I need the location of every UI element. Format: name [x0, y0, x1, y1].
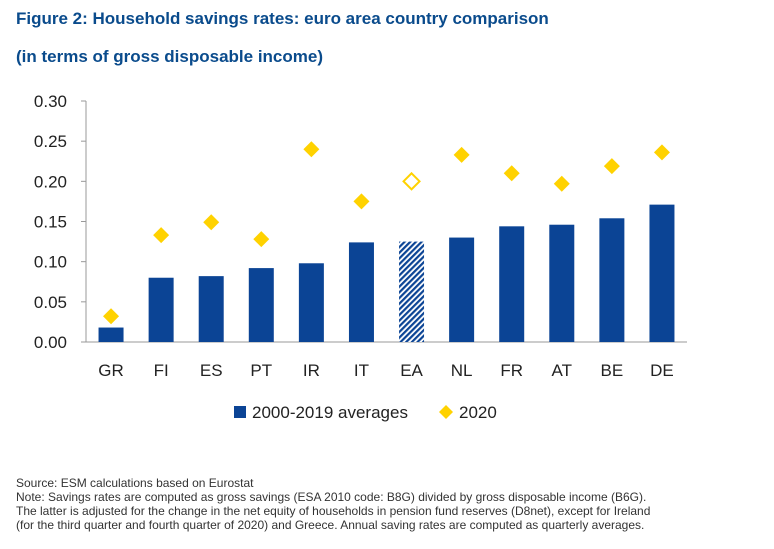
marker-2020-ir	[303, 141, 320, 158]
x-tick-label: GR	[98, 361, 124, 380]
y-tick-label: 0.25	[34, 132, 67, 151]
bar-fr	[499, 226, 525, 342]
marker-2020-be	[603, 158, 620, 175]
source-note: Source: ESM calculations based on Eurost…	[16, 476, 254, 490]
x-tick-label: AT	[552, 361, 572, 380]
marker-2020-at	[553, 175, 570, 192]
legend-label-averages: 2000-2019 averages	[252, 403, 408, 422]
chart-subtitle: (in terms of gross disposable income)	[16, 47, 324, 66]
marker-2020-fi	[153, 227, 170, 244]
x-tick-label: NL	[451, 361, 473, 380]
x-tick-label: FR	[500, 361, 523, 380]
bar-nl	[449, 237, 475, 342]
x-tick-label: IR	[303, 361, 320, 380]
x-tick-label: DE	[650, 361, 674, 380]
y-tick-label: 0.10	[34, 253, 67, 272]
note-line: (for the third quarter and fourth quarte…	[16, 518, 645, 532]
y-tick-label: 0.30	[34, 92, 67, 111]
note-line: Note: Savings rates are computed as gros…	[16, 490, 647, 504]
y-tick-label: 0.05	[34, 293, 67, 312]
x-tick-label: EA	[400, 361, 423, 380]
marker-2020-nl	[453, 146, 470, 163]
legend-bar-swatch	[234, 406, 246, 418]
bar-pt	[248, 268, 274, 342]
marker-2020-fr	[503, 165, 520, 182]
bar-fi	[148, 277, 174, 342]
chart-footer: Source: ESM calculations based on Eurost…	[16, 476, 766, 532]
marker-2020-de	[653, 144, 670, 161]
legend-diamond-swatch	[439, 405, 453, 419]
note-line: The latter is adjusted for the change in…	[16, 504, 651, 518]
x-tick-label: ES	[200, 361, 223, 380]
savings-chart: 0.00 0.05 0.10 0.15 0.20 0.25 0.30 GR FI ES PT IR IT…	[34, 92, 687, 422]
x-tick-label: PT	[250, 361, 272, 380]
bar-at	[549, 224, 575, 342]
marker-2020-es	[203, 214, 220, 231]
y-tick-label: 0.00	[34, 333, 67, 352]
marker-2020-pt	[253, 231, 270, 248]
marker-2020-ea	[402, 171, 421, 191]
x-tick-label: BE	[601, 361, 624, 380]
bar-de	[649, 204, 675, 342]
bar-gr	[98, 327, 124, 342]
bar-ea	[399, 241, 425, 342]
x-tick-label: FI	[154, 361, 169, 380]
marker-2020-gr	[103, 308, 120, 325]
marker-2020-it	[353, 193, 370, 210]
bar-es	[198, 276, 224, 342]
y-tick-label: 0.15	[34, 213, 67, 232]
bar-be	[599, 218, 625, 342]
chart-title: Figure 2: Household savings rates: euro …	[16, 9, 549, 28]
x-tick-label: IT	[354, 361, 369, 380]
bar-it	[348, 242, 374, 342]
legend-label-2020: 2020	[459, 403, 497, 422]
y-tick-label: 0.20	[34, 172, 67, 191]
bar-ir	[298, 263, 324, 342]
